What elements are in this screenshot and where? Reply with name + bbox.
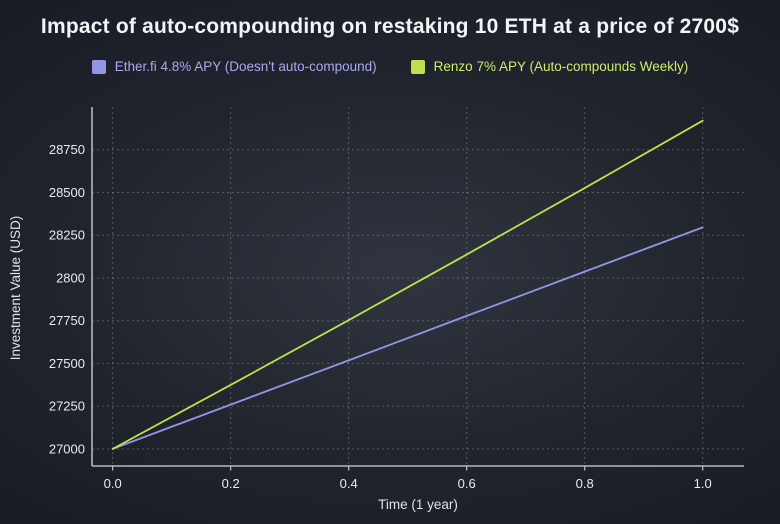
x-tick-label: 0.8 — [576, 476, 594, 491]
x-tick-label: 0.6 — [458, 476, 476, 491]
x-tick-label: 0.0 — [104, 476, 122, 491]
y-tick-label: 27500 — [49, 356, 85, 371]
series-line-renzo — [111, 119, 704, 450]
series-line-etherfi — [111, 226, 704, 450]
legend-item-etherfi: Ether.fi 4.8% APY (Doesn't auto-compound… — [91, 59, 377, 74]
y-tick-label: 27750 — [49, 313, 85, 328]
y-tick-label: 27250 — [49, 399, 85, 414]
y-axis-label: Investment Value (USD) — [8, 215, 23, 361]
x-axis-label: Time (1 year) — [378, 497, 458, 512]
y-tick-label: 28250 — [49, 228, 85, 243]
x-tick-label: 1.0 — [694, 476, 712, 491]
chart-title: Impact of auto-compounding on restaking … — [40, 15, 740, 38]
x-tick-label: 0.4 — [340, 476, 358, 491]
legend: Ether.fi 4.8% APY (Doesn't auto-compound… — [0, 59, 780, 74]
x-tick-label: 0.2 — [222, 476, 240, 491]
legend-label-etherfi: Ether.fi 4.8% APY (Doesn't auto-compound… — [114, 59, 377, 74]
legend-swatch-etherfi — [91, 59, 106, 74]
y-tick-label: 28750 — [49, 142, 85, 157]
y-tick-label: 2800 — [56, 270, 85, 285]
legend-item-renzo: Renzo 7% APY (Auto-compounds Weekly) — [410, 59, 689, 74]
legend-label-renzo: Renzo 7% APY (Auto-compounds Weekly) — [433, 59, 689, 74]
y-tick-label: 28500 — [49, 185, 85, 200]
legend-swatch-renzo — [410, 59, 425, 74]
y-tick-label: 27000 — [49, 441, 85, 456]
